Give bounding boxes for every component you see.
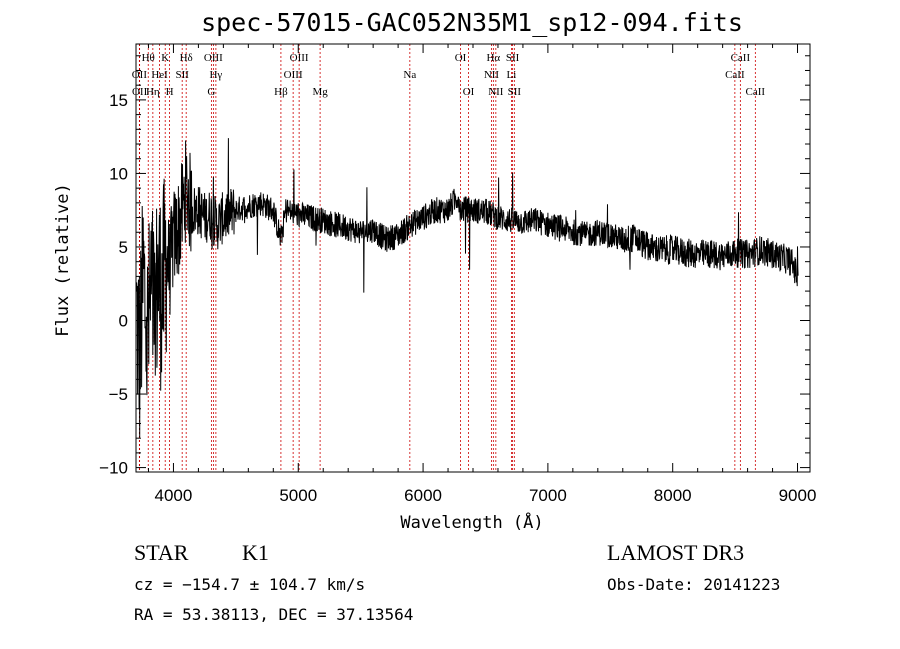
x-axis-label: Wavelength (Å)	[400, 511, 543, 533]
x-tick-label: 5000	[279, 486, 317, 505]
emission-line-label: Hη	[146, 86, 160, 98]
emission-line-label: G	[207, 86, 215, 98]
emission-line-label: SII	[506, 52, 520, 64]
emission-line-labels: OIIHθOIIHηHeIKHSIIHδGOIIIHγHβOIIIOIIIMgN…	[132, 52, 766, 98]
emission-line-label: SII	[175, 69, 189, 81]
emission-line-label: CaII	[725, 69, 745, 81]
emission-line-label: Na	[403, 69, 416, 81]
x-tick-label: 8000	[654, 486, 692, 505]
object-subclass: K1	[242, 540, 269, 565]
emission-line-label: Hδ	[180, 52, 193, 64]
emission-line-label: Hθ	[142, 52, 155, 64]
emission-line-label: Hβ	[274, 86, 288, 98]
x-tick-label: 4000	[155, 486, 193, 505]
emission-line-label: OIII	[204, 52, 223, 64]
emission-line-markers	[138, 44, 756, 472]
x-tick-label: 6000	[404, 486, 442, 505]
x-tick-label: 7000	[529, 486, 567, 505]
emission-line-label: OIII	[290, 52, 309, 64]
emission-line-label: Mg	[312, 86, 328, 98]
emission-line-label: Hα	[486, 52, 500, 64]
emission-line-label: HeI	[151, 69, 168, 81]
y-tick-label: 5	[119, 238, 128, 257]
emission-line-label: Li	[507, 69, 517, 81]
y-tick-label: 10	[109, 164, 128, 183]
emission-line-label: Hγ	[209, 69, 222, 81]
chart-title: spec-57015-GAC052N35M1_sp12-094.fits	[201, 8, 743, 37]
y-tick-label: 0	[119, 312, 128, 331]
observation-date: Obs-Date: 20141223	[607, 575, 781, 594]
spectrum-series-line	[136, 138, 799, 438]
emission-line-label: OIII	[284, 69, 303, 81]
emission-line-label: SII	[508, 86, 522, 98]
emission-line-label: CaII	[731, 52, 751, 64]
emission-line-label: OI	[455, 52, 467, 64]
redshift-cz: cz = −154.7 ± 104.7 km/s	[134, 575, 366, 594]
emission-line-label: CaII	[746, 86, 766, 98]
y-tick-label: −5	[109, 385, 128, 404]
y-tick-label: 15	[109, 91, 128, 110]
survey-name: LAMOST DR3	[607, 540, 745, 565]
object-class: STAR	[134, 540, 189, 565]
emission-line-label: H	[166, 86, 174, 98]
emission-line-label: OI	[463, 86, 475, 98]
emission-line-label: NII	[488, 86, 504, 98]
emission-line-label: NII	[484, 69, 500, 81]
y-axis-ticks: −10 −5 0 5 10 15	[99, 55, 810, 478]
coordinates: RA = 53.38113, DEC = 37.13564	[134, 605, 414, 624]
x-axis-ticks: 4000 5000 6000 7000 8000 9000	[147, 44, 817, 505]
emission-line-label: K	[161, 52, 169, 64]
y-axis-label: Flux (relative)	[53, 183, 73, 337]
y-tick-label: −10	[99, 459, 128, 478]
x-tick-label: 9000	[779, 486, 817, 505]
